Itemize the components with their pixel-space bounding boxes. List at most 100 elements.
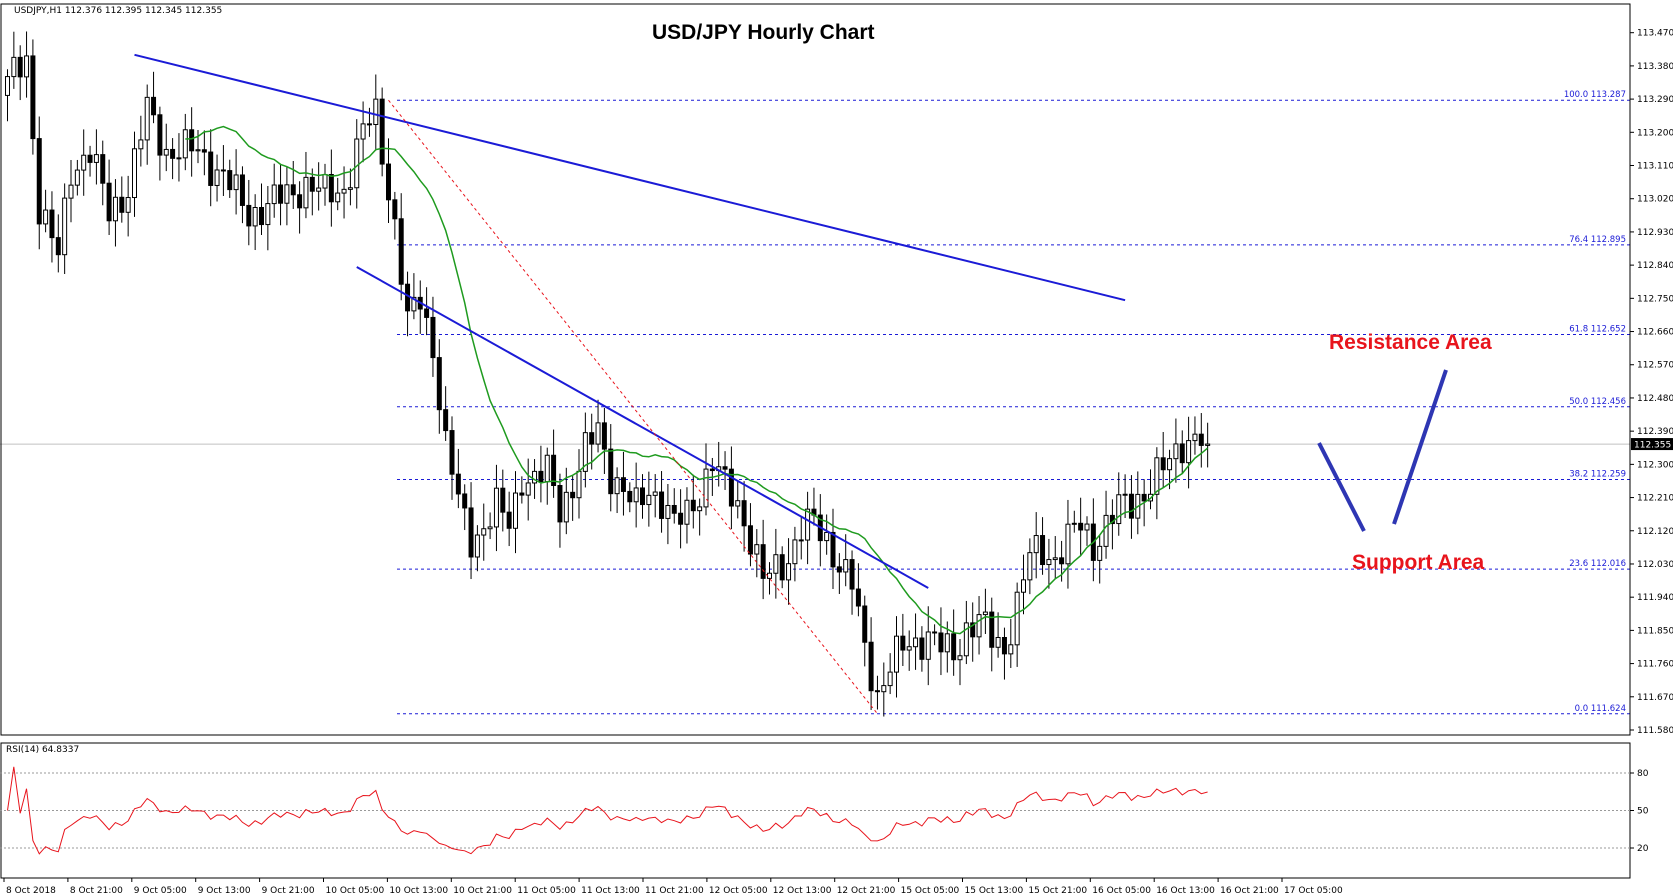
rsi-label: RSI(14) 64.8337 — [6, 745, 79, 755]
candle-body — [278, 184, 284, 204]
candle-body — [468, 507, 474, 558]
candle-body — [925, 631, 931, 660]
candle-body — [214, 169, 220, 186]
candle-body — [849, 559, 855, 590]
candle-body — [201, 149, 207, 153]
candle-body — [582, 432, 588, 472]
y-tick-label: 112.390 — [1637, 427, 1673, 437]
candle-body — [208, 151, 214, 186]
fibonacci-level-label: 61.8 112.652 — [1569, 324, 1626, 334]
candle-body — [506, 511, 512, 529]
candle-body — [760, 544, 766, 579]
candle-body — [132, 148, 137, 199]
candle-body — [1141, 493, 1147, 502]
candle-body — [303, 176, 309, 209]
candle-body — [1059, 557, 1065, 565]
candle-body — [563, 491, 569, 523]
candle-body — [1179, 443, 1185, 464]
candle-body — [627, 490, 633, 503]
candle-body — [1160, 457, 1166, 471]
y-tick-label: 112.750 — [1637, 294, 1673, 304]
candle-body — [151, 96, 157, 116]
candle-body — [170, 148, 176, 159]
candle-body — [347, 187, 353, 190]
candle-body — [195, 149, 201, 152]
candle-body — [976, 614, 982, 638]
candle-body — [386, 163, 391, 201]
x-tick-label: 10 Oct 13:00 — [389, 886, 448, 896]
last-price-badge — [1631, 438, 1673, 451]
candle-body — [1103, 514, 1109, 547]
candle-body — [176, 157, 182, 160]
y-tick-label: 112.300 — [1637, 460, 1673, 470]
candle-body — [874, 690, 880, 693]
candle-body — [233, 174, 239, 191]
y-tick-label: 112.210 — [1637, 494, 1673, 504]
trendline — [134, 53, 1126, 302]
candle-body — [1128, 493, 1134, 519]
projection-up-line — [1392, 369, 1448, 525]
candle-body — [786, 563, 792, 581]
candle-body — [1001, 637, 1007, 655]
candle-body — [125, 197, 131, 213]
candle-body — [182, 129, 188, 159]
candle-body — [532, 470, 538, 484]
candle-body — [576, 470, 582, 499]
candle-body — [1167, 458, 1173, 471]
x-tick-label: 9 Oct 21:00 — [262, 886, 315, 896]
candle-body — [538, 470, 544, 483]
candle-body — [862, 605, 868, 643]
x-tick-label: 9 Oct 05:00 — [134, 886, 187, 896]
x-tick-label: 16 Oct 13:00 — [1156, 886, 1215, 896]
candle-body — [68, 184, 74, 199]
rsi-tick-label: 80 — [1637, 769, 1649, 779]
candle-body — [887, 671, 893, 687]
candle-body — [119, 196, 125, 213]
candle-body — [316, 187, 322, 192]
candle-body — [379, 98, 385, 165]
candle-body — [525, 482, 531, 496]
candle-body — [595, 422, 601, 445]
candle-body — [671, 504, 677, 514]
y-tick-label: 112.930 — [1637, 228, 1673, 238]
candle-body — [709, 468, 715, 472]
y-tick-label: 112.570 — [1637, 361, 1673, 371]
x-tick-label: 11 Oct 13:00 — [581, 886, 640, 896]
candle-body — [779, 554, 785, 581]
candle-body — [747, 525, 753, 555]
candle-body — [1046, 559, 1052, 566]
candle-body — [792, 539, 798, 565]
candle-body — [481, 528, 487, 536]
candle-body — [93, 154, 99, 163]
x-tick-label: 15 Oct 05:00 — [901, 886, 960, 896]
x-tick-label: 16 Oct 05:00 — [1092, 886, 1151, 896]
candle-body — [373, 98, 379, 126]
x-tick-label: 16 Oct 21:00 — [1220, 886, 1279, 896]
candle-body — [513, 492, 518, 529]
candle-body — [830, 531, 836, 568]
candle-body — [1052, 557, 1058, 561]
x-tick-label: 11 Oct 05:00 — [517, 886, 576, 896]
candle-body — [665, 504, 671, 519]
candle-body — [570, 491, 576, 499]
candle-body — [951, 633, 957, 661]
candle-body — [881, 685, 887, 693]
candle-body — [773, 554, 779, 574]
x-tick-label: 9 Oct 13:00 — [198, 886, 251, 896]
candle-body — [449, 430, 455, 475]
candle-body — [138, 139, 144, 150]
candle-body — [220, 169, 226, 172]
trendline — [356, 266, 929, 589]
fibonacci-layer: 0.0 111.624 23.6 112.016 38.2 112.259 50.0 … — [397, 90, 1630, 715]
candle-body — [894, 635, 899, 673]
candle-body — [100, 154, 106, 184]
candle-body — [1033, 535, 1039, 554]
candle-body — [392, 199, 398, 220]
candle-body — [1078, 522, 1084, 531]
candle-body — [462, 493, 468, 509]
y-tick-label: 112.030 — [1637, 560, 1673, 570]
candle-body — [405, 283, 411, 312]
y-tick-label: 112.120 — [1637, 527, 1673, 537]
candle-body — [443, 409, 449, 432]
